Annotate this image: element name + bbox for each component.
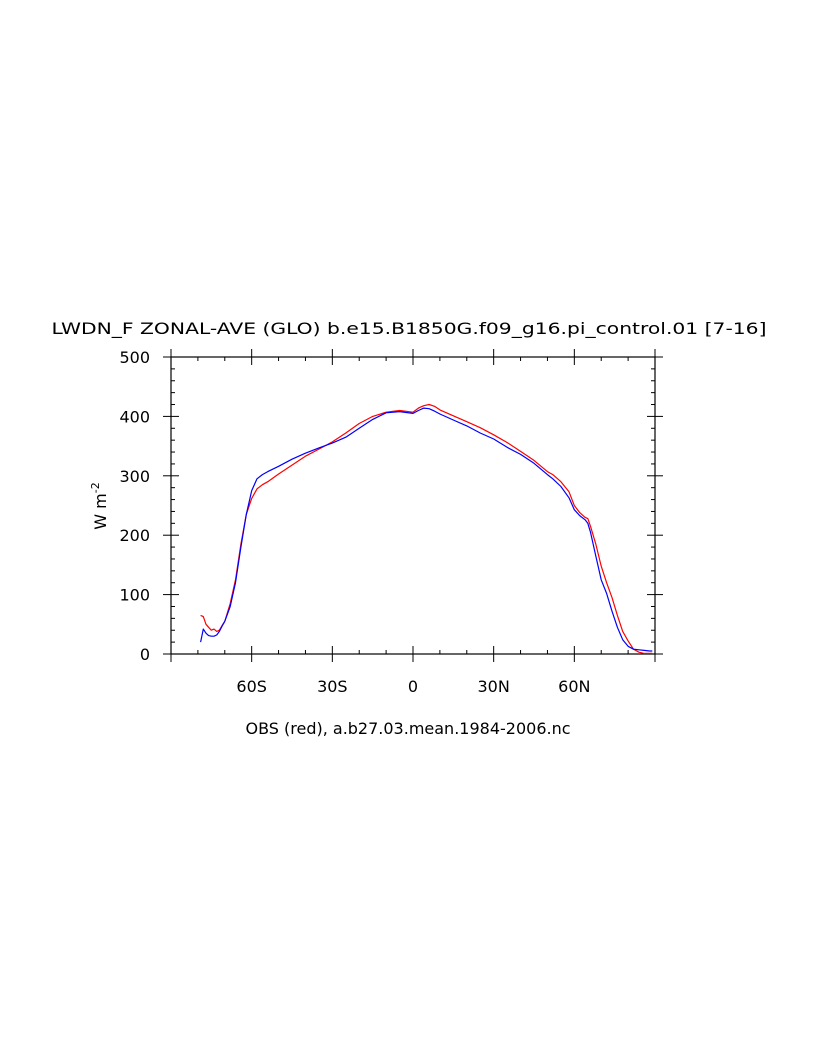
y-axis-label-exponent: -2 [89,482,102,493]
y-tick-label: 0 [140,645,150,664]
y-tick-label: 500 [119,348,150,367]
x-tick-label: 60N [558,677,590,696]
x-axis-label: OBS (red), a.b27.03.mean.1984-2006.nc [245,719,570,738]
y-tick-label: 300 [119,467,150,486]
plot-frame [170,356,656,655]
series-line-model-blue [200,407,653,652]
y-tick-label: 400 [119,407,150,426]
y-axis-label-text: W m [91,493,110,530]
y-tick-labels: 0 100 200 300 400 500 [119,348,150,664]
x-tick-label: 0 [408,677,418,696]
x-tick-label: 30S [317,677,348,696]
x-tick-label: 60S [236,677,267,696]
axis-ticks [163,349,663,662]
y-axis-label: W m-2 [89,482,110,529]
chart-title: LWDN_F ZONAL-AVE (GLO) b.e15.B1850G.f09_… [52,319,767,339]
x-tick-label: 30N [478,677,510,696]
series-lines [200,403,653,655]
series-line-obs-red [200,403,653,655]
x-tick-labels: 60S 30S 0 30N 60N [236,677,590,696]
y-tick-label: 200 [119,526,150,545]
y-tick-label: 100 [119,586,150,605]
